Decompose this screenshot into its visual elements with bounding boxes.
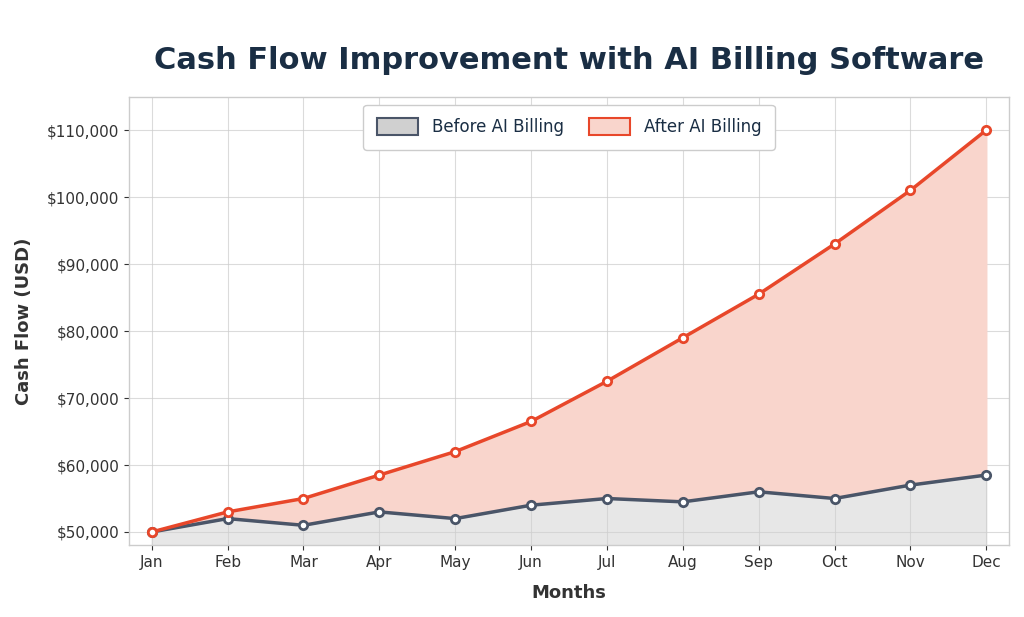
X-axis label: Months: Months xyxy=(531,584,606,602)
Y-axis label: Cash Flow (USD): Cash Flow (USD) xyxy=(15,238,33,405)
Legend: Before AI Billing, After AI Billing: Before AI Billing, After AI Billing xyxy=(364,105,774,150)
Title: Cash Flow Improvement with AI Billing Software: Cash Flow Improvement with AI Billing So… xyxy=(154,46,984,75)
